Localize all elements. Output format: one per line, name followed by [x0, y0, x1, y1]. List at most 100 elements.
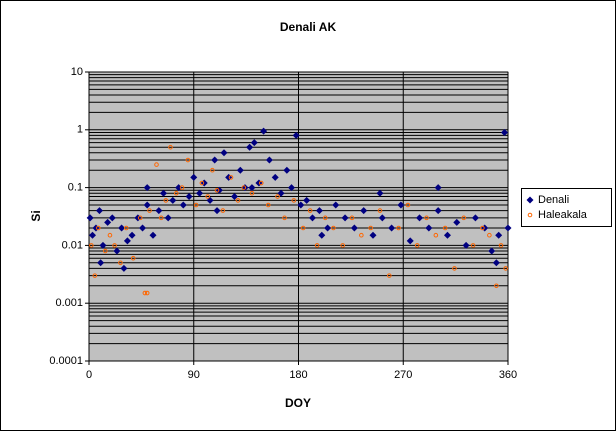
- point: [143, 184, 151, 192]
- legend-label: Denali: [538, 194, 569, 206]
- point: [246, 143, 254, 151]
- point: [424, 215, 429, 221]
- x-tick-label: 0: [86, 369, 92, 381]
- point: [169, 196, 177, 204]
- point: [213, 207, 221, 215]
- point: [332, 201, 340, 209]
- point: [288, 184, 296, 192]
- point: [118, 260, 123, 266]
- point: [292, 131, 300, 139]
- point: [495, 231, 503, 239]
- point: [137, 215, 143, 221]
- point: [92, 273, 98, 278]
- point: [359, 232, 364, 238]
- point: [397, 201, 405, 209]
- point: [471, 214, 479, 222]
- point: [95, 207, 103, 215]
- point: [480, 225, 485, 231]
- point: [108, 214, 116, 222]
- point: [307, 208, 313, 213]
- point: [414, 243, 420, 248]
- legend-label: Haleakala: [538, 209, 588, 221]
- y-tick-label: 10: [71, 66, 83, 78]
- point: [86, 214, 94, 222]
- point: [271, 173, 279, 181]
- y-tick-label: 1: [77, 124, 83, 136]
- x-axis-label: DOY: [285, 396, 311, 410]
- point: [210, 167, 215, 173]
- point: [360, 207, 368, 215]
- point: [388, 224, 396, 232]
- point: [349, 215, 355, 221]
- point: [163, 198, 169, 203]
- point: [442, 225, 448, 231]
- point: [501, 128, 509, 136]
- chart-title: Denali AK: [280, 20, 337, 34]
- point: [291, 198, 297, 203]
- point: [139, 224, 147, 232]
- point: [260, 127, 268, 135]
- point: [230, 193, 238, 201]
- point: [331, 225, 336, 231]
- point: [434, 207, 442, 215]
- legend-marker: [527, 212, 533, 218]
- point: [487, 232, 492, 238]
- point: [249, 190, 255, 196]
- y-axis-label: Si: [29, 210, 43, 221]
- point: [434, 184, 442, 192]
- point: [461, 215, 467, 221]
- point: [396, 225, 401, 231]
- point: [159, 189, 167, 197]
- x-tick-label: 180: [289, 369, 307, 381]
- point: [214, 187, 220, 193]
- point: [113, 247, 121, 255]
- point: [386, 273, 392, 278]
- point: [369, 231, 377, 239]
- point: [378, 214, 386, 222]
- point: [308, 214, 316, 222]
- point: [283, 166, 291, 174]
- point: [228, 175, 234, 180]
- point: [147, 208, 152, 213]
- point: [303, 196, 311, 204]
- x-tick-label: 270: [394, 369, 412, 381]
- point: [123, 237, 131, 245]
- point: [175, 184, 183, 192]
- x-tick-label: 90: [188, 369, 200, 381]
- point: [144, 290, 150, 296]
- point: [107, 232, 113, 238]
- point: [89, 243, 94, 248]
- point: [241, 185, 247, 190]
- point: [149, 231, 157, 239]
- point: [118, 224, 126, 232]
- point: [470, 243, 476, 248]
- point: [164, 214, 172, 222]
- point: [173, 190, 179, 196]
- point: [205, 194, 211, 199]
- point: [350, 224, 358, 232]
- point: [120, 264, 128, 272]
- point: [130, 255, 136, 261]
- point: [96, 225, 101, 231]
- point: [282, 215, 287, 221]
- point: [179, 185, 185, 190]
- point: [99, 241, 107, 249]
- point: [112, 243, 117, 248]
- point: [168, 144, 173, 150]
- point: [452, 266, 457, 271]
- point: [199, 180, 205, 186]
- y-tick-label: 0.01: [62, 239, 83, 251]
- point: [265, 156, 273, 164]
- point: [128, 231, 136, 239]
- point: [322, 215, 328, 221]
- point: [275, 194, 280, 199]
- point: [376, 189, 384, 197]
- x-tick-label: 360: [499, 369, 517, 381]
- point: [154, 162, 159, 167]
- point: [488, 247, 496, 255]
- point: [315, 207, 323, 215]
- y-tick-label: 0.0001: [49, 355, 83, 367]
- point: [377, 208, 383, 213]
- point: [104, 218, 112, 226]
- point: [341, 214, 349, 222]
